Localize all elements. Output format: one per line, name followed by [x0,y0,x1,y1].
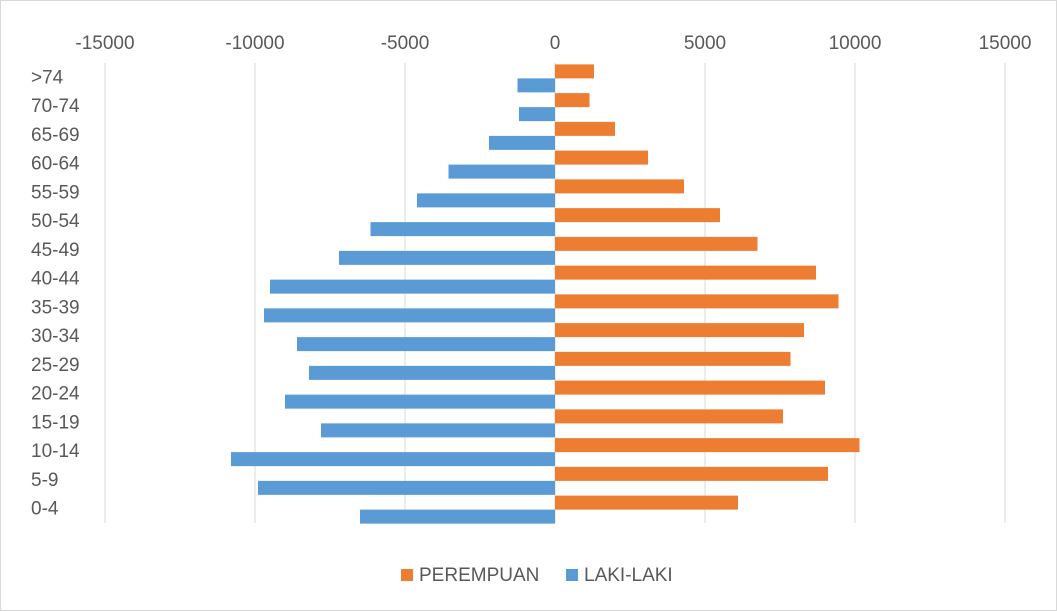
bar-laki-laki-55-59 [417,193,555,208]
bar-laki-laki-25-29 [309,365,555,380]
x-axis-tick-labels: -15000 -10000 -5000 0 5000 10000 15000 [75,33,1031,54]
bar-perempuan-55-59 [555,179,684,194]
y-category-label: 55-59 [31,182,80,203]
bar-laki-laki-50-54 [370,222,555,237]
y-category-label: 40-44 [31,269,80,290]
y-axis-category-labels: 0-4 5-9 10-14 15-19 20-24 25-29 30-34 35-39 40-4… [31,67,80,519]
y-category-label: 30-34 [31,326,80,347]
x-tick-label: 5000 [684,33,726,54]
bar-laki-laki-30-34 [297,337,555,352]
x-tick-label: -10000 [225,33,284,54]
bar-perempuan-70-74 [555,93,590,108]
legend: PEREMPUAN LAKI-LAKI [401,565,673,586]
y-category-label: 15-19 [31,412,80,433]
legend-label-perempuan: PEREMPUAN [419,565,539,586]
bar-perempuan-35-39 [555,294,839,309]
bar-laki-laki-70-74 [519,107,555,122]
bar-perempuan-20-24 [555,380,825,395]
bar-perempuan-25-29 [555,351,791,366]
x-tick-label: 0 [550,33,561,54]
bar-laki-laki-0-4 [360,509,555,524]
bar-laki-laki-60-64 [448,164,555,179]
x-tick-label: -5000 [381,33,430,54]
x-tick-label: 15000 [979,33,1032,54]
y-category-label: 5-9 [31,470,58,491]
y-category-label: 65-69 [31,125,80,146]
bar-laki-laki-40-44 [270,279,555,294]
legend-swatch-laki-laki [566,569,578,581]
y-category-label: >74 [31,67,64,88]
y-category-label: 25-29 [31,355,80,376]
bar-perempuan-15-19 [555,409,783,424]
bar-perempuan-10-14 [555,438,860,453]
bar-perempuan-0-4 [555,495,738,510]
y-category-label: 45-49 [31,240,80,261]
bar-laki-laki-20-24 [285,394,555,409]
bar-laki-laki-35-39 [264,308,555,323]
bar-laki-laki-5-9 [258,480,555,495]
y-category-label: 50-54 [31,211,80,232]
bar-laki-laki-15-19 [321,423,555,438]
bar-perempuan-5-9 [555,466,828,481]
bar-perempuan-50-54 [555,208,720,223]
bar-laki-laki-45-49 [339,250,555,265]
x-tick-label: -15000 [75,33,134,54]
bar-perempuan->74 [555,64,594,79]
bar-laki-laki->74 [517,78,555,93]
y-category-label: 35-39 [31,297,80,318]
bar-perempuan-30-34 [555,323,804,338]
y-category-label: 60-64 [31,154,80,175]
y-category-label: 0-4 [31,499,59,520]
bar-perempuan-60-64 [555,150,648,165]
bar-perempuan-40-44 [555,265,816,280]
legend-label-laki-laki: LAKI-LAKI [584,565,673,586]
bar-perempuan-65-69 [555,121,615,136]
bar-laki-laki-10-14 [231,452,555,467]
bars [231,64,860,524]
x-tick-label: 10000 [829,33,882,54]
bar-perempuan-45-49 [555,236,758,251]
bar-laki-laki-65-69 [489,135,555,150]
legend-swatch-perempuan [401,569,413,581]
y-category-label: 20-24 [31,384,80,405]
y-category-label: 70-74 [31,96,80,117]
y-category-label: 10-14 [31,441,80,462]
